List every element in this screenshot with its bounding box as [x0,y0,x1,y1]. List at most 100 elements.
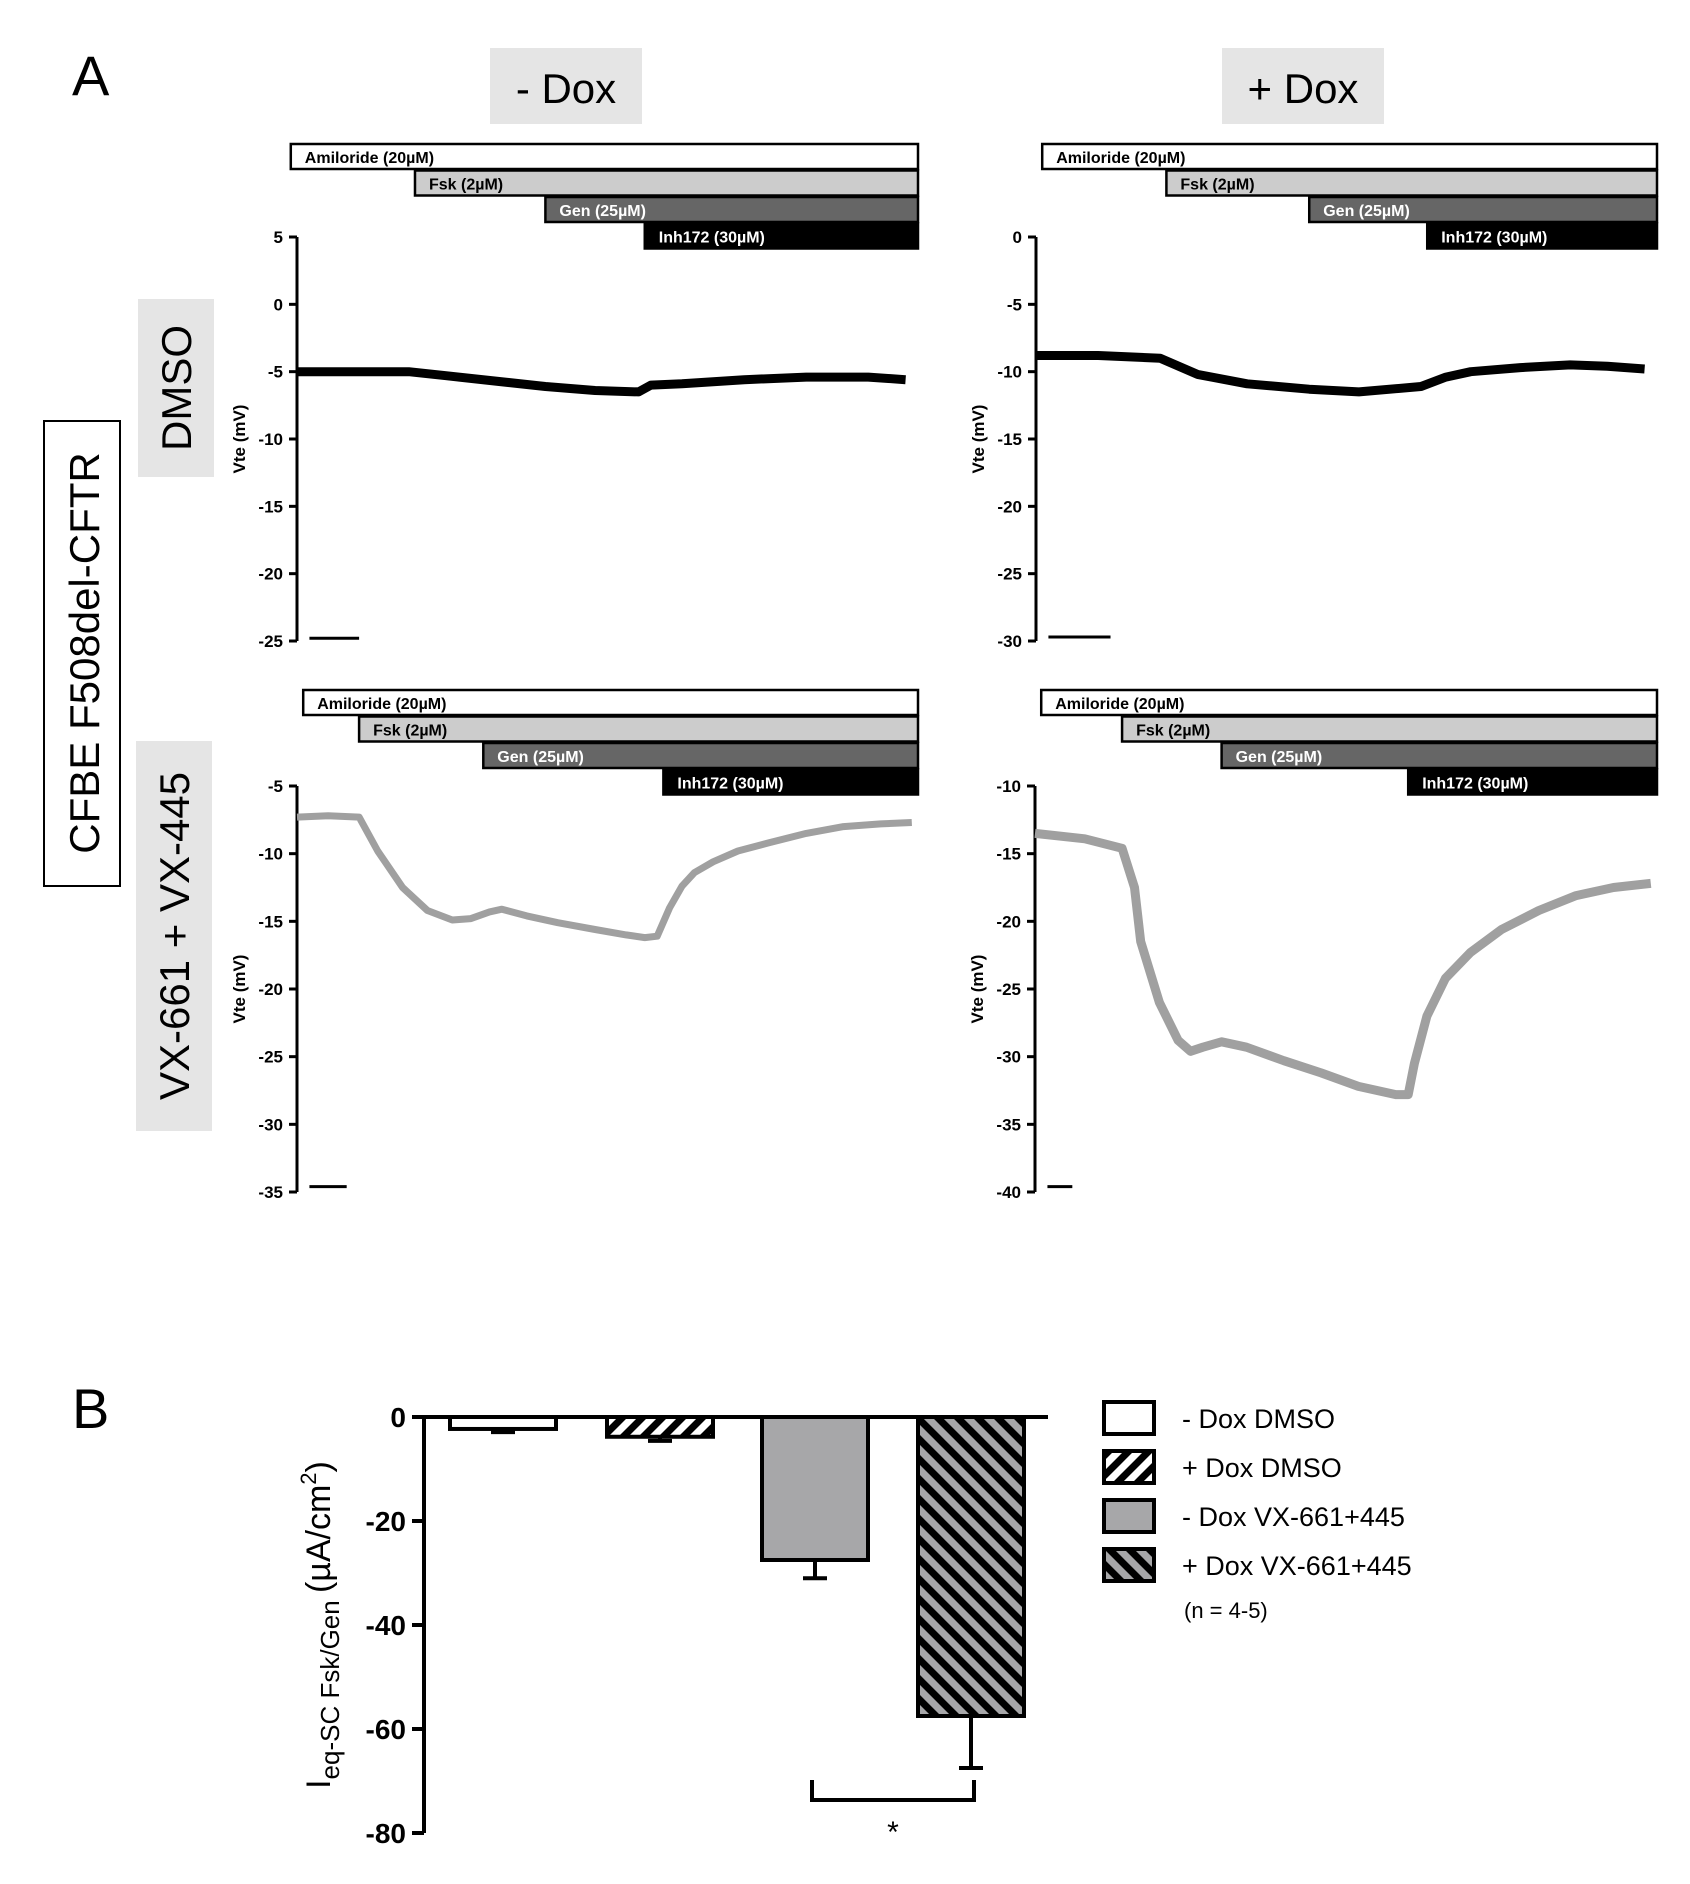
treatment-bar [1039,688,1659,717]
row-label-bg [136,741,212,1131]
treatment-label: Amiloride (20µM) [1056,150,1185,167]
treatment-label: Inh172 (30µM) [1422,776,1528,793]
y-tick-label: 0 [1013,228,1022,247]
col-header-bg [490,48,642,124]
treatment-label: Gen (25µM) [1236,749,1323,766]
y-tick-label: -20 [258,565,283,584]
y-tick-label: -35 [258,1183,283,1202]
y-tick-label: -30 [996,1048,1021,1067]
y-tick-label: -80 [366,1818,406,1849]
treatment-label: Inh172 (30µM) [1441,230,1547,247]
treatment-label: Gen (25µM) [497,749,584,766]
treatment-bar [1307,195,1659,224]
y-tick-label: -25 [258,632,283,651]
y-tick-label: -10 [997,363,1022,382]
y-tick-label: -15 [997,430,1022,449]
y-tick-label: -20 [258,980,283,999]
treatment-bar [289,142,920,171]
treatment-bar [1406,768,1659,796]
y-tick-label: -25 [258,1048,283,1067]
y-tick-label: -15 [258,912,283,931]
treatment-label: Inh172 (30µM) [677,776,783,793]
treatment-label: Fsk (2µM) [1136,723,1210,740]
y-axis-label: Vte (mV) [969,405,988,474]
panel-a-label: A [72,44,110,107]
y-tick-label: -15 [258,497,283,516]
y-tick-label: -10 [996,777,1021,796]
y-tick-label: 5 [274,228,283,247]
y-tick-label: -20 [996,912,1021,931]
significance-star: * [887,1816,899,1849]
bar-y-axis-label: Ieq-SC Fsk/Gen (µA/cm2) [296,1461,345,1789]
trace-panel-dmso-plus-dox: Amiloride (20µM) Fsk (2µM) Gen (25µM) Inh17… [969,142,1659,651]
row-label-bg [138,299,214,477]
treatment-bar [1425,222,1659,250]
y-tick-label: -35 [996,1115,1021,1134]
significance-bracket [810,1780,976,1802]
voltage-trace [1034,828,1652,1100]
y-axis-label: Vte (mV) [230,405,249,474]
y-label-sub: eq-SC Fsk/Gen [315,1593,345,1779]
col-header-plus-dox-text: + Dox [1248,65,1359,112]
bar [916,1415,1026,1718]
y-tick-label: -5 [268,363,283,382]
y-tick-label: -30 [258,1115,283,1134]
bar [760,1415,870,1562]
legend-label: - Dox VX-661+445 [1182,1502,1405,1532]
legend-swatch [1102,1449,1156,1485]
row-label-vx-text: VX-661 + VX-445 [151,772,198,1100]
treatment-label: Fsk (2µM) [373,723,447,740]
treatment-label: Inh172 (30µM) [659,230,765,247]
cell-line-box [43,420,121,887]
voltage-trace [296,812,912,942]
cell-line-text: CFBE F508del-CFTR [61,452,108,853]
treatment-bar [643,222,920,250]
y-tick-label: -25 [996,980,1021,999]
col-header-plus-dox: + Dox [1222,48,1384,124]
treatment-bar [482,741,920,770]
treatment-label: Fsk (2µM) [429,177,503,194]
row-label-dmso: DMSO [138,299,214,477]
legend-label: + Dox DMSO [1182,1453,1342,1483]
y-axis-label: Vte (mV) [968,955,987,1024]
treatment-bar [1120,715,1659,743]
treatment-bar [662,768,920,796]
row-label-dmso-text: DMSO [153,325,200,451]
legend-label: - Dox DMSO [1182,1404,1335,1434]
treatment-label: Amiloride (20µM) [1055,696,1184,713]
legend-swatch [1102,1547,1156,1583]
legend-swatch [1102,1400,1156,1436]
trace-panel-vx-plus-dox: Amiloride (20µM) Fsk (2µM) Gen (25µM) Inh17… [968,688,1659,1202]
treatment-bar [413,169,920,197]
y-label-close: ) [300,1461,338,1472]
y-tick-label: -40 [366,1610,406,1641]
panel-b-label: B [72,1377,109,1440]
y-axis-label: Vte (mV) [230,955,249,1024]
trace-panel-dmso-minus-dox: Amiloride (20µM) Fsk (2µM) Gen (25µM) Inh17… [230,142,920,651]
y-tick-label: -15 [996,845,1021,864]
col-header-bg [1222,48,1384,124]
treatment-label: Gen (25µM) [1323,203,1410,220]
voltage-trace [1036,351,1645,397]
legend-swatch [1102,1498,1156,1534]
row-label-vx: VX-661 + VX-445 [136,741,212,1131]
y-tick-label: -30 [997,632,1022,651]
voltage-trace [297,367,906,397]
bar-chart-panel-b: 0 -20 -40 -60 -80 Ieq-SC Fsk/Gen (µA/cm2) * - D… [296,1400,1412,1849]
cell-line-label: CFBE F508del-CFTR [43,420,121,887]
y-label-sup: 2 [296,1472,321,1484]
y-tick-label: -40 [996,1183,1021,1202]
y-tick-label: -10 [258,430,283,449]
y-tick-label: 0 [390,1402,406,1433]
col-header-minus-dox-text: - Dox [516,65,616,112]
treatment-bar [544,195,920,224]
y-label-unit: (µA/cm [300,1485,338,1593]
y-tick-label: -25 [997,565,1022,584]
y-tick-label: -20 [366,1506,406,1537]
y-tick-label: -10 [258,845,283,864]
treatment-label: Amiloride (20µM) [317,696,446,713]
treatment-label: Fsk (2µM) [1180,177,1254,194]
col-header-minus-dox: - Dox [490,48,642,124]
y-tick-label: -5 [268,777,283,796]
